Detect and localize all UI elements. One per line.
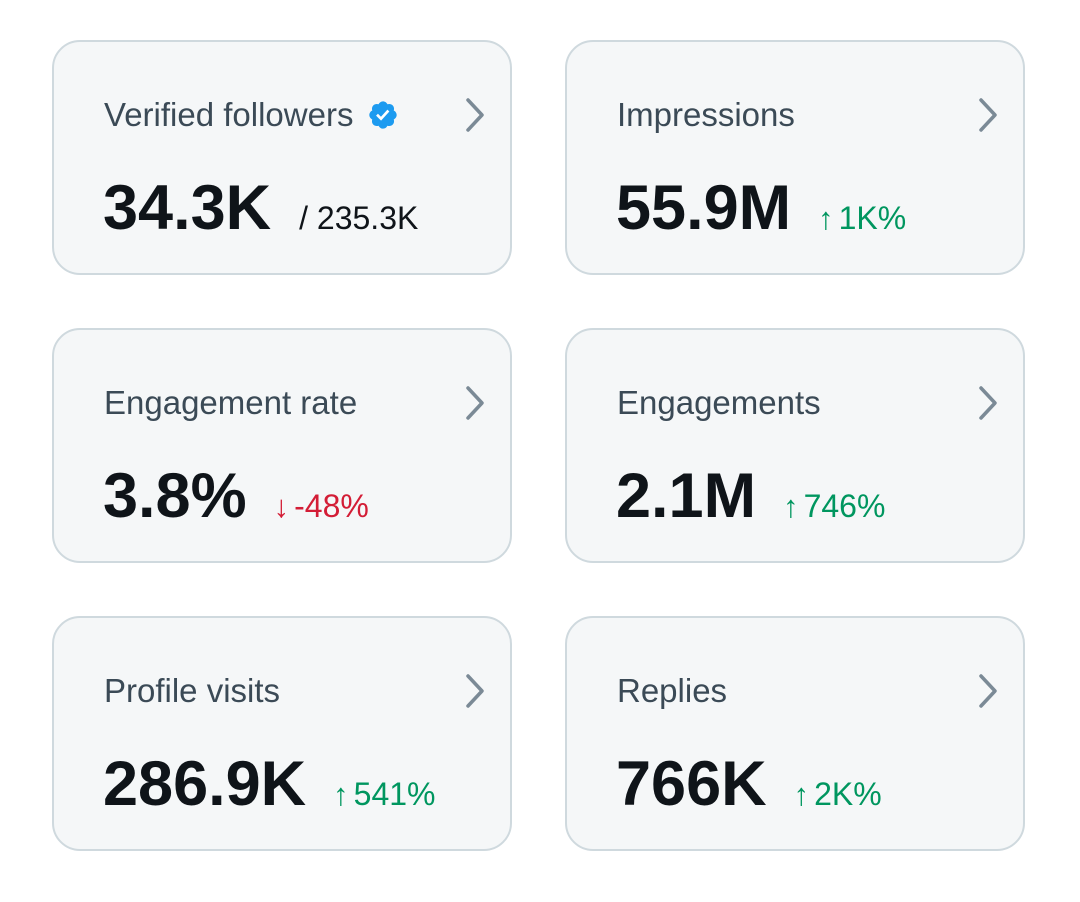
metric-card-impressions[interactable]: Impressions 55.9M ↑ 1K% [565,40,1025,275]
metric-change: ↓ -48% [274,488,369,525]
chevron-right-icon[interactable] [462,384,488,422]
metric-change: ↑ 746% [783,488,885,525]
value-row: 286.9K ↑ 541% [103,746,436,822]
value-row: 34.3K / 235.3K [103,170,418,246]
chevron-right-icon[interactable] [462,96,488,134]
value-row: 55.9M ↑ 1K% [616,170,906,246]
arrow-up-icon: ↑ [818,201,834,236]
metric-card-profile-visits[interactable]: Profile visits 286.9K ↑ 541% [52,616,512,851]
card-title-label: Replies [617,672,728,709]
card-title: Engagement rate [104,383,357,423]
card-title: Profile visits [104,671,280,711]
metric-change-value: 746% [803,488,886,524]
metric-value: 55.9M [616,173,792,243]
metric-value: 766K [616,749,767,819]
chevron-right-icon[interactable] [462,672,488,710]
metric-value: 3.8% [103,461,247,531]
metric-total: / 235.3K [299,200,419,236]
metric-change: ↑ 1K% [818,200,906,237]
chevron-right-icon[interactable] [975,672,1001,710]
chevron-right-icon[interactable] [975,96,1001,134]
card-title-label: Impressions [617,96,795,133]
value-row: 2.1M ↑ 746% [616,458,885,534]
metric-change-value: 1K% [838,200,907,236]
metric-value: 286.9K [103,749,307,819]
metric-change-value: 541% [353,776,436,812]
verified-badge-icon [369,101,398,129]
card-title: Engagements [617,383,821,423]
metric-change: ↑ 541% [333,776,435,813]
card-title: Verified followers [104,95,399,135]
metric-value: 34.3K [103,173,272,243]
card-title: Replies [617,671,727,711]
card-title-label: Verified followers [104,96,354,133]
arrow-up-icon: ↑ [783,489,799,524]
metric-card-replies[interactable]: Replies 766K ↑ 2K% [565,616,1025,851]
metric-card-engagement-rate[interactable]: Engagement rate 3.8% ↓ -48% [52,328,512,563]
metric-change-value: -48% [294,488,369,524]
arrow-up-icon: ↑ [793,777,810,812]
value-row: 3.8% ↓ -48% [103,458,369,534]
card-title-label: Profile visits [104,672,281,709]
metric-value: 2.1M [616,461,757,531]
card-title-label: Engagement rate [104,384,358,421]
arrow-down-icon: ↓ [273,489,290,524]
metric-card-engagements[interactable]: Engagements 2.1M ↑ 746% [565,328,1025,563]
chevron-right-icon[interactable] [975,384,1001,422]
card-title-label: Engagements [617,384,821,421]
arrow-up-icon: ↑ [333,777,349,812]
metric-change-value: 2K% [814,776,882,812]
value-row: 766K ↑ 2K% [616,746,882,822]
metric-change: ↑ 2K% [794,776,882,813]
metric-card-verified-followers[interactable]: Verified followers 34.3K / 235.3K [52,40,512,275]
card-title: Impressions [617,95,795,135]
